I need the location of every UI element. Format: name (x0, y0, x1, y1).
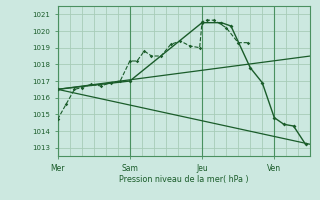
X-axis label: Pression niveau de la mer( hPa ): Pression niveau de la mer( hPa ) (119, 175, 249, 184)
